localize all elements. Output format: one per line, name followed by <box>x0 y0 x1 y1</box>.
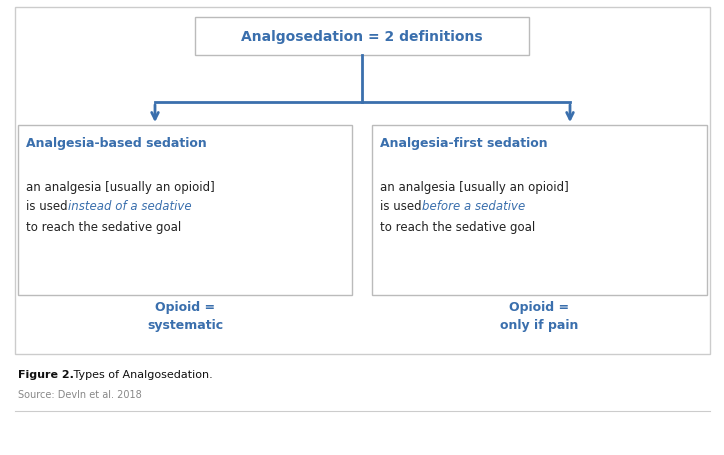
Bar <box>195 18 529 56</box>
Text: to reach the sedative goal: to reach the sedative goal <box>26 220 181 233</box>
Text: Analgesia-based sedation: Analgesia-based sedation <box>26 136 207 149</box>
Text: Types of Analgosedation.: Types of Analgosedation. <box>70 369 213 379</box>
Text: Opioid =: Opioid = <box>155 301 215 314</box>
Text: Analgesia-first sedation: Analgesia-first sedation <box>380 136 547 149</box>
Text: is used: is used <box>26 200 72 213</box>
Bar <box>15 8 710 354</box>
Text: before a sedative: before a sedative <box>422 200 525 213</box>
Text: to reach the sedative goal: to reach the sedative goal <box>380 220 535 233</box>
Text: Analgosedation = 2 definitions: Analgosedation = 2 definitions <box>241 30 483 44</box>
Bar <box>18 126 352 295</box>
Text: systematic: systematic <box>147 319 223 332</box>
Text: an analgesia [usually an opioid]: an analgesia [usually an opioid] <box>380 180 569 193</box>
Text: is used: is used <box>380 200 426 213</box>
Text: instead of a sedative: instead of a sedative <box>68 200 192 213</box>
Text: Source: Devln et al. 2018: Source: Devln et al. 2018 <box>18 389 142 399</box>
Bar <box>372 126 707 295</box>
Text: an analgesia [usually an opioid]: an analgesia [usually an opioid] <box>26 180 215 193</box>
Text: Opioid =: Opioid = <box>510 301 570 314</box>
Text: only if pain: only if pain <box>500 319 578 332</box>
Text: Figure 2.: Figure 2. <box>18 369 74 379</box>
